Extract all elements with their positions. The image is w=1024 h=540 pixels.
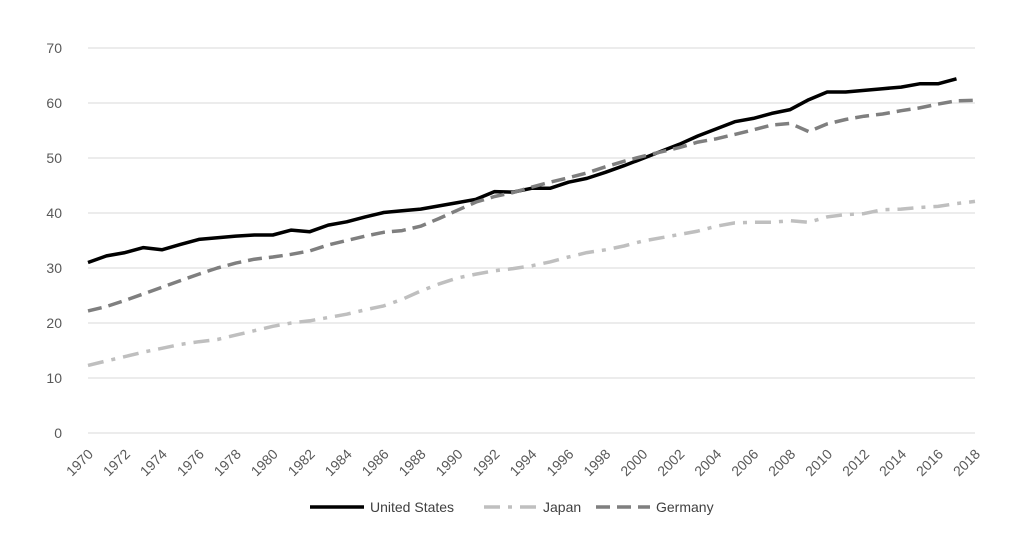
x-tick-label: 2012 — [839, 446, 872, 479]
y-tick-label: 40 — [46, 205, 62, 221]
x-tick-label: 1992 — [469, 446, 502, 479]
y-tick-label: 50 — [46, 150, 62, 166]
y-tick-label: 30 — [46, 260, 62, 276]
x-tick-label: 2004 — [691, 446, 724, 479]
x-tick-label: 1984 — [321, 446, 354, 479]
x-tick-label: 1990 — [432, 446, 465, 479]
x-tick-label: 1982 — [285, 446, 318, 479]
legend: United States Japan Germany — [310, 499, 714, 515]
legend-label: Japan — [543, 499, 581, 515]
x-tick-label: 2010 — [802, 446, 835, 479]
x-tick-label: 1998 — [580, 446, 613, 479]
x-tick-label: 1994 — [506, 446, 539, 479]
x-tick-label: 1996 — [543, 446, 576, 479]
y-tick-label: 60 — [46, 95, 62, 111]
y-tick-label: 70 — [46, 40, 62, 56]
x-tick-label: 2006 — [728, 446, 761, 479]
x-tick-label: 2016 — [913, 446, 946, 479]
x-tick-label: 1980 — [248, 446, 281, 479]
x-tick-label: 1978 — [211, 446, 244, 479]
series-line-germany — [87, 98, 976, 313]
series-line-united-states — [87, 77, 957, 265]
x-tick-label: 1986 — [358, 446, 391, 479]
x-tick-label: 2000 — [617, 446, 650, 479]
series-line-japan — [87, 199, 976, 368]
x-tick-label: 2018 — [950, 446, 983, 479]
x-tick-label: 2002 — [654, 446, 687, 479]
y-axis-tick-labels: 0 10 20 30 40 50 60 70 — [46, 40, 62, 441]
y-tick-label: 20 — [46, 315, 62, 331]
x-axis-tick-labels: 1970 1972 1974 1976 1978 1980 1982 1984 1986 1988… — [63, 446, 983, 479]
x-tick-label: 2008 — [765, 446, 798, 479]
x-tick-label: 2014 — [876, 446, 909, 479]
gridlines — [88, 47, 975, 434]
y-tick-label: 0 — [54, 425, 62, 441]
series-lines — [87, 77, 976, 368]
x-tick-label: 1988 — [395, 446, 428, 479]
x-tick-label: 1976 — [174, 446, 207, 479]
x-tick-label: 1974 — [137, 446, 170, 479]
y-tick-label: 10 — [46, 370, 62, 386]
legend-label: Germany — [656, 499, 714, 515]
legend-label: United States — [370, 499, 454, 515]
x-tick-label: 1970 — [63, 446, 96, 479]
x-tick-label: 1972 — [100, 446, 133, 479]
